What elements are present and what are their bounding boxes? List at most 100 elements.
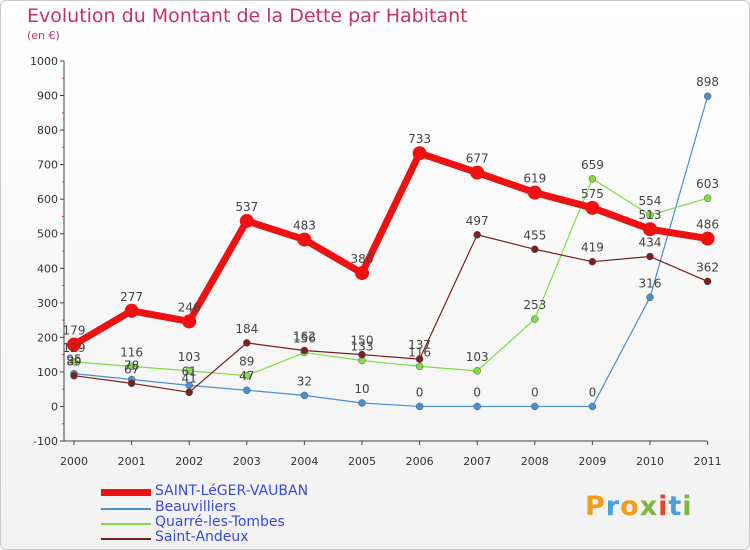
- data-label-1: 316: [639, 276, 662, 290]
- data-label-2: 133: [351, 340, 374, 354]
- data-point-1: [473, 402, 481, 411]
- x-tick-label: 2006: [406, 455, 434, 468]
- data-point-1: [415, 402, 424, 411]
- legend-label-saint-leger: SAINT-LéGER-VAUBAN: [155, 483, 309, 499]
- data-label-2: 603: [696, 177, 719, 191]
- y-tick-label: 700: [37, 159, 58, 172]
- data-label-1: 32: [297, 374, 312, 388]
- y-tick-label: -100: [33, 435, 58, 448]
- data-point-2: [646, 211, 654, 219]
- data-point-2: [127, 362, 136, 371]
- data-label-1: 61: [182, 364, 197, 378]
- data-label-2: 156: [293, 332, 316, 346]
- data-label-3: 184: [235, 322, 258, 336]
- data-label-3: 137: [408, 338, 431, 352]
- data-label-1: 0: [589, 385, 597, 399]
- data-point-3: [358, 350, 366, 359]
- data-point-3: [415, 355, 424, 363]
- data-point-0: [297, 232, 312, 247]
- data-point-3: [703, 277, 712, 286]
- data-point-0: [355, 266, 369, 281]
- data-label-0: 386: [351, 252, 374, 266]
- data-label-0: 733: [408, 132, 431, 146]
- data-label-3: 497: [466, 214, 489, 228]
- data-label-0: 619: [523, 172, 546, 186]
- data-point-0: [527, 185, 542, 200]
- data-label-1: 95: [66, 353, 81, 367]
- data-label-0: 537: [235, 200, 258, 214]
- data-point-3: [531, 245, 539, 254]
- data-label-2: 116: [120, 345, 143, 359]
- data-label-2: 89: [239, 355, 254, 369]
- data-label-3: 41: [182, 371, 197, 385]
- y-tick-label: 500: [37, 228, 58, 241]
- data-label-3: 362: [696, 260, 719, 274]
- data-label-0: 277: [120, 290, 143, 304]
- series-line-3: [73, 234, 709, 393]
- data-point-0: [182, 314, 197, 329]
- data-point-3: [127, 379, 136, 388]
- legend-label-beauvilliers: Beauvilliers: [155, 499, 237, 515]
- data-point-1: [358, 399, 366, 407]
- data-label-0: 677: [466, 152, 489, 166]
- logo-letter: i: [658, 491, 669, 522]
- data-point-0: [643, 222, 657, 237]
- series-line-0: [70, 149, 712, 349]
- data-label-3: 455: [523, 228, 546, 242]
- logo-letter: i: [682, 491, 693, 522]
- x-tick-label: 2011: [694, 455, 722, 468]
- y-tick-label: 300: [37, 297, 58, 310]
- data-point-3: [588, 257, 597, 266]
- data-label-0: 483: [293, 219, 316, 233]
- data-point-0: [700, 231, 715, 246]
- x-tick-label: 2008: [521, 455, 549, 468]
- x-tick-label: 2003: [233, 455, 261, 468]
- logo-letter: t: [668, 491, 683, 522]
- data-label-2: 129: [63, 341, 86, 355]
- x-tick-label: 2007: [463, 455, 491, 468]
- legend-label-quarre: Quarré-les-Tombes: [155, 514, 285, 530]
- data-point-1: [531, 402, 539, 411]
- data-label-3: 162: [293, 329, 316, 343]
- data-point-2: [185, 367, 193, 375]
- chart-title: Evolution du Montant de la Dette par Hab…: [27, 5, 468, 27]
- data-label-3: 434: [639, 236, 662, 250]
- data-point-1: [243, 386, 251, 394]
- data-label-2: 103: [178, 350, 201, 364]
- data-point-0: [412, 146, 427, 161]
- data-label-0: 246: [178, 300, 201, 314]
- data-point-2: [588, 175, 597, 183]
- data-point-2: [243, 371, 251, 380]
- data-point-1: [300, 391, 309, 400]
- data-point-3: [300, 346, 309, 355]
- data-point-1: [588, 402, 597, 411]
- data-point-0: [124, 303, 139, 318]
- data-label-1: 898: [696, 75, 719, 89]
- y-tick-label: 600: [37, 193, 58, 206]
- data-point-3: [70, 371, 78, 380]
- data-point-3: [185, 388, 193, 397]
- chart-subtitle: (en €): [27, 29, 60, 42]
- y-tick-label: 800: [37, 124, 58, 137]
- data-point-1: [703, 92, 712, 100]
- data-label-0: 513: [639, 208, 662, 222]
- x-tick-label: 2005: [348, 455, 376, 468]
- data-label-1: 0: [416, 385, 424, 399]
- data-label-1: 0: [473, 385, 481, 399]
- data-label-3: 67: [124, 362, 139, 376]
- data-point-2: [473, 367, 481, 375]
- x-tick-label: 2001: [118, 455, 146, 468]
- data-label-2: 554: [639, 194, 662, 208]
- legend-swatch-beauvilliers: [101, 508, 151, 510]
- data-point-2: [415, 362, 424, 371]
- data-label-2: 116: [408, 345, 431, 359]
- data-label-0: 179: [63, 324, 86, 338]
- data-label-1: 78: [124, 359, 139, 373]
- data-label-2: 253: [523, 298, 546, 312]
- data-label-1: 47: [239, 369, 254, 383]
- data-label-3: 150: [351, 334, 374, 348]
- logo-letter: P: [585, 491, 606, 522]
- data-point-3: [473, 231, 481, 239]
